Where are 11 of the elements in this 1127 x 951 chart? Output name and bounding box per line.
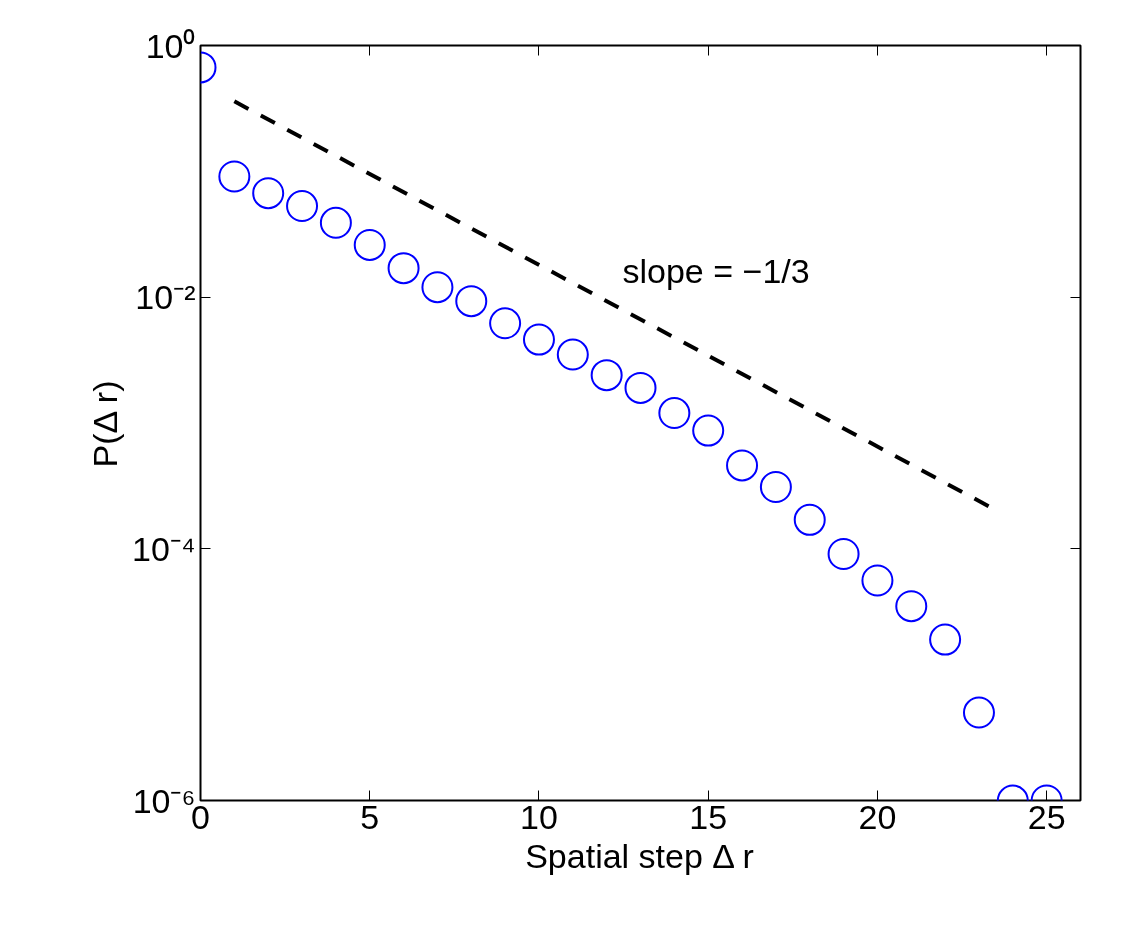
x-tick-label: 15 [689,797,728,836]
x-tick-label: 25 [1027,797,1066,836]
y-tick-label: 10⁻² [135,278,196,317]
annotation: slope = −1/3 [622,251,810,290]
x-tick-label: 10 [520,797,558,836]
x-tick-label: 20 [858,797,897,836]
y-axis-title: P(Δ r) [86,380,125,468]
y-tick-label: 10⁰ [145,26,196,65]
x-tick-label: 5 [360,797,380,836]
x-axis-title: Spatial step Δ r [525,836,754,875]
y-tick-label: 10⁻⁴ [132,529,196,568]
